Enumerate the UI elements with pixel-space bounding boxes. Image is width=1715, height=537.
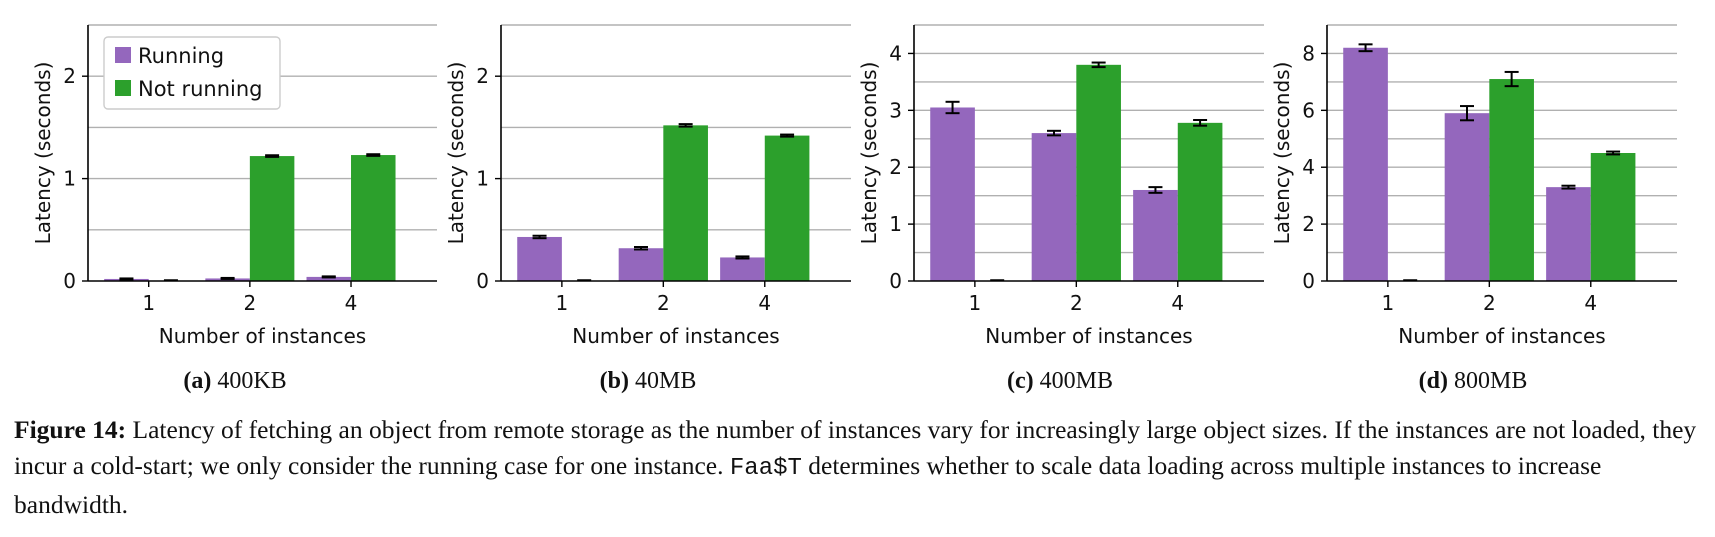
subcaption-c-label: (c) xyxy=(1007,368,1034,394)
legend-box xyxy=(103,36,281,110)
x-axis-label: Number of instances xyxy=(985,324,1192,348)
x-tick-label: 2 xyxy=(1070,291,1083,315)
bar-not-running-4 xyxy=(1177,122,1223,281)
y-tick-label: 1 xyxy=(63,167,76,191)
bar-running-4 xyxy=(1133,189,1178,281)
bar-not-running-2 xyxy=(663,125,708,282)
x-tick-label: 4 xyxy=(758,291,771,315)
subcaption-b-label: (b) xyxy=(599,368,629,394)
y-axis-label: Latency (seconds) xyxy=(1270,62,1294,245)
y-axis-label: Latency (seconds) xyxy=(857,62,881,245)
subcaption-c: (c) 400MB xyxy=(910,368,1210,395)
bar-running-2 xyxy=(618,248,664,281)
x-tick-label: 2 xyxy=(657,291,670,315)
y-tick-label: 4 xyxy=(889,41,902,65)
y-tick-label: 1 xyxy=(889,212,902,236)
bar-not-running-4 xyxy=(764,135,810,281)
y-tick-label: 2 xyxy=(63,64,76,88)
subcaption-d: (d) 800MB xyxy=(1323,368,1623,395)
figure-charts: 0 1 2 1 2 4 Number of instances Latency (second… xyxy=(31,24,1677,348)
legend-swatch-not-running xyxy=(115,80,131,96)
subcaption-d-label: (d) xyxy=(1418,368,1448,394)
y-tick-label: 8 xyxy=(1302,41,1315,65)
bar-running-4 xyxy=(720,257,765,281)
legend: Running Not running xyxy=(103,36,281,110)
chart-panel-4: 0 2 4 6 8 1 2 4 Number of instances Latency (seco… xyxy=(1270,24,1677,348)
subcaption-b: (b) 40MB xyxy=(498,368,798,395)
caption-text-2: determines whether to scale data loading… xyxy=(14,451,1602,519)
subcaption-b-title: 40MB xyxy=(634,368,697,394)
x-tick-label: 1 xyxy=(142,291,155,315)
bar-not-running-2 xyxy=(1076,64,1121,281)
legend-label-running: Running xyxy=(138,44,224,68)
y-axis-label: Latency (seconds) xyxy=(444,62,468,245)
x-axis-label: Number of instances xyxy=(572,324,779,348)
bar-running-2 xyxy=(1031,133,1077,281)
bar-not-running-2 xyxy=(249,156,295,281)
y-tick-label: 6 xyxy=(1302,98,1315,122)
legend-label-not-running: Not running xyxy=(138,77,263,101)
x-tick-label: 1 xyxy=(556,291,569,315)
bar-running-1 xyxy=(1343,47,1388,281)
y-tick-label: 4 xyxy=(1302,155,1315,179)
caption-label: Figure 14: xyxy=(14,415,127,444)
y-tick-label: 2 xyxy=(476,64,489,88)
subcaption-c-title: 400MB xyxy=(1039,368,1113,394)
bar-not-running-4 xyxy=(351,155,396,281)
bar-not-running-2 xyxy=(1489,79,1534,282)
y-tick-label: 0 xyxy=(476,269,489,293)
y-tick-label: 1 xyxy=(476,167,489,191)
bar-running-4 xyxy=(1546,187,1591,281)
y-tick-label: 3 xyxy=(889,98,902,122)
subcaption-a-label: (a) xyxy=(183,368,212,394)
x-axis-label: Number of instances xyxy=(159,324,366,348)
x-tick-label: 1 xyxy=(1382,291,1395,315)
subcaption-a: (a) 400KB xyxy=(85,368,385,395)
y-tick-label: 2 xyxy=(1302,212,1315,236)
chart-panel-1: 0 1 2 1 2 4 Number of instances Latency (second… xyxy=(31,24,437,348)
x-tick-label: 1 xyxy=(969,291,982,315)
bar-running-1 xyxy=(517,236,562,281)
bar-running-2 xyxy=(1444,113,1490,281)
legend-swatch-running xyxy=(115,47,131,63)
subcaption-d-title: 800MB xyxy=(1453,368,1528,394)
x-tick-label: 4 xyxy=(1171,291,1184,315)
bar-running-4 xyxy=(306,276,352,281)
bar-running-1 xyxy=(930,107,975,281)
chart-panel-2: 0 1 2 1 2 4 Number of instances Latency (second… xyxy=(444,24,851,348)
y-tick-label: 0 xyxy=(1302,269,1315,293)
y-axis-label: Latency (seconds) xyxy=(31,62,55,245)
x-tick-label: 4 xyxy=(345,291,358,315)
x-tick-label: 2 xyxy=(243,291,256,315)
y-tick-label: 2 xyxy=(889,155,902,179)
figure-caption: Figure 14: Latency of fetching an object… xyxy=(14,412,1704,523)
x-tick-label: 2 xyxy=(1483,291,1496,315)
bar-not-running-4 xyxy=(1590,153,1636,281)
x-tick-label: 4 xyxy=(1584,291,1597,315)
y-tick-label: 0 xyxy=(889,269,902,293)
y-tick-label: 0 xyxy=(63,269,76,293)
caption-code: Faa$T xyxy=(729,455,802,482)
chart-panel-3: 0 1 2 3 4 1 2 4 Number of instances Latency (seco… xyxy=(857,24,1264,348)
subcaption-a-title: 400KB xyxy=(217,368,287,394)
caption-text-1: Latency of fetching an object from remot… xyxy=(14,415,1697,480)
x-axis-label: Number of instances xyxy=(1398,324,1605,348)
